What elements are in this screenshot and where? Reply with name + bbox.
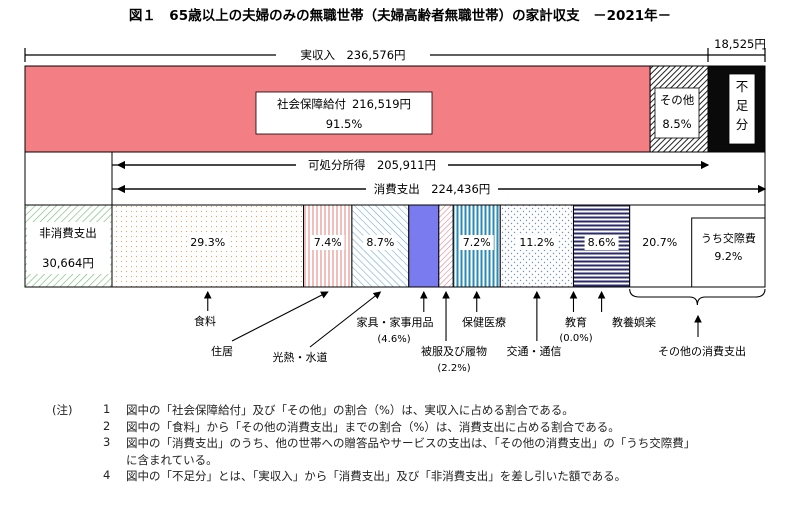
category-label-food: 食料 <box>194 314 216 328</box>
kousai-pct: 9.2% <box>714 250 742 263</box>
pct-label-transport: 11.2% <box>519 236 554 249</box>
note-text: に含まれている。 <box>126 452 218 467</box>
category-pct-education: (0.0%) <box>559 333 592 344</box>
income-bar: 社会保障給付 216,519円 91.5% その他 8.5% 不足分 <box>24 65 766 153</box>
shortfall-value-label: 18,525円 <box>714 37 766 51</box>
note-number: 3 <box>103 435 111 449</box>
segment-clothing <box>438 204 454 288</box>
disposable-income-span: 可処分所得 205,911円 <box>24 152 710 205</box>
category-label-medical: 保健医療 <box>462 315 506 329</box>
chart-title: 図１ 65歳以上の夫婦のみの無職世帯（夫婦高齢者無職世帯）の家計収支 －2021… <box>129 7 671 24</box>
category-label-other-consumption: その他の消費支出 <box>658 344 746 358</box>
pct-label-housing: 7.4% <box>314 236 342 249</box>
household-budget-chart: 図１ 65歳以上の夫婦のみの無職世帯（夫婦高齢者無職世帯）の家計収支 －2021… <box>24 7 767 374</box>
consumption-span: 消費支出 224,436円 <box>112 152 767 205</box>
other-income-pct: 8.5% <box>662 117 691 131</box>
non-consumption-value: 30,664円 <box>42 256 94 270</box>
note-text: 図中の「消費支出」のうち、他の世帯への贈答品やサービスの支出は、「その他の消費支… <box>126 436 696 450</box>
pct-label-utilities: 8.7% <box>366 236 394 249</box>
expenditure-bar: 非消費支出 30,664円 29.3% 7.4% 8.7% 7.2% 11.2% 8.6%… <box>24 204 766 288</box>
consumption-label: 消費支出 224,436円 <box>374 182 491 196</box>
pct-label-food: 29.3% <box>190 236 225 249</box>
note-number: 4 <box>103 468 111 482</box>
category-label-utilities: 光熱・水道 <box>273 350 328 364</box>
other-income-label: その他 <box>660 93 695 107</box>
category-pct-furniture: (4.6%) <box>377 334 410 345</box>
social-security-pct: 91.5% <box>326 117 363 131</box>
category-label-education: 教育 <box>565 315 587 329</box>
note-number: 1 <box>103 402 111 416</box>
shortfall-label: 不足分 <box>736 79 749 132</box>
non-consumption-label: 非消費支出 <box>39 226 97 240</box>
pct-label-medical: 7.2% <box>463 236 491 249</box>
note-number: 2 <box>103 418 111 433</box>
category-label-clothing: 被服及び履物 <box>421 344 487 358</box>
pct-label-other-consumption: 20.7% <box>642 236 677 249</box>
note-text: 図中の「不足分」とは、「実収入」から「消費支出」及び「非消費支出」を差し引いた額… <box>126 469 627 483</box>
notes-heading: (注) <box>52 403 73 417</box>
segment-furniture <box>408 204 440 288</box>
note-text: 図中の「食料」から「その他の消費支出」までの割合（%）は、消費支出に占める割合で… <box>126 419 620 434</box>
note-text: 図中の「社会保障給付」及び「その他」の割合（%）は、実収入に占める割合である。 <box>126 403 574 417</box>
category-label-furniture: 家具・家事用品 <box>357 315 434 329</box>
category-label-transport: 交通・通信 <box>507 344 562 358</box>
category-label-culture: 教養娯楽 <box>612 315 656 329</box>
shortfall-span: 18,525円 <box>708 37 766 62</box>
other-consumption-brace <box>629 288 766 306</box>
category-pct-clothing: (2.2%) <box>437 363 470 374</box>
segment-kousai <box>691 217 766 288</box>
income-total-label: 実収入 236,576円 <box>300 48 405 62</box>
kousai-label: うち交際費 <box>701 231 756 245</box>
category-label-housing: 住居 <box>211 344 233 358</box>
income-span: 実収入 236,576円 <box>24 46 709 62</box>
disposable-income-label: 可処分所得 205,911円 <box>308 158 436 172</box>
social-security-label: 社会保障給付 216,519円 <box>277 97 411 111</box>
pct-label-culture: 8.6% <box>588 236 616 249</box>
